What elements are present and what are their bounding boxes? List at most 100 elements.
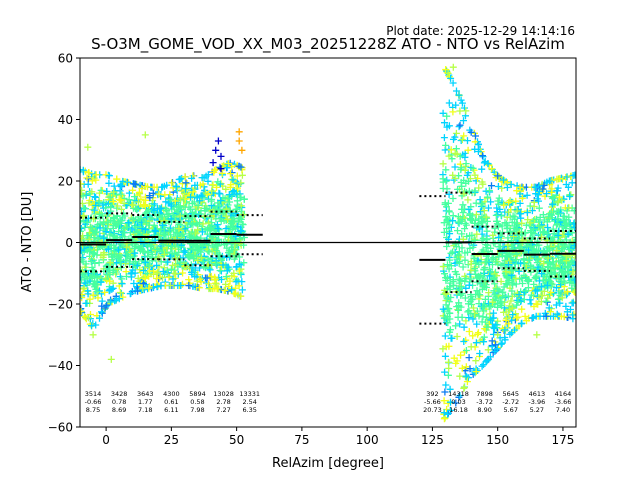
bin-stat-label: 8.90: [477, 406, 491, 414]
scatter-point: [84, 143, 92, 151]
scatter-point: [207, 197, 215, 205]
scatter-point: [90, 250, 97, 258]
scatter-point: [446, 286, 454, 293]
scatter-point: [460, 338, 468, 345]
scatter-point: [495, 253, 503, 261]
scatter-point: [457, 137, 465, 144]
scatter-point: [519, 280, 526, 287]
scatter-point: [439, 305, 447, 313]
scatter-point: [89, 280, 97, 288]
scatter-point: [179, 254, 187, 262]
scatter-point: [206, 284, 214, 292]
scatter-point: [462, 160, 470, 168]
scatter-point: [168, 179, 176, 187]
scatter-point: [130, 180, 138, 188]
bin-stat-label: -3.66: [555, 398, 572, 406]
scatter-point: [235, 137, 243, 145]
scatter-point: [445, 358, 452, 366]
scatter-point: [198, 192, 206, 200]
scatter-point: [134, 287, 141, 295]
scatter-point: [516, 190, 524, 198]
scatter-point: [210, 243, 218, 251]
scatter-point: [549, 312, 557, 320]
scatter-point: [200, 174, 208, 182]
scatter-point: [529, 225, 537, 233]
scatter-point: [441, 289, 449, 297]
scatter-point: [544, 263, 551, 271]
scatter-point: [225, 247, 233, 255]
scatter-point: [226, 183, 234, 191]
bin-stat-label: 5645: [502, 390, 519, 398]
scatter-point: [555, 257, 563, 265]
scatter-point: [106, 259, 114, 267]
scatter-point: [485, 204, 492, 212]
scatter-point: [502, 316, 510, 324]
scatter-point: [462, 107, 470, 115]
scatter-point: [198, 228, 206, 236]
scatter-point: [230, 273, 238, 280]
scatter-point: [80, 256, 86, 264]
scatter-point: [564, 183, 572, 191]
scatter-point: [442, 381, 450, 389]
scatter-point: [536, 213, 544, 221]
scatter-point: [523, 317, 530, 325]
scatter-point: [99, 201, 107, 209]
scatter-point: [111, 218, 119, 226]
scatter-point: [456, 121, 464, 129]
scatter-point: [480, 361, 487, 369]
scatter-point: [113, 259, 120, 267]
scatter-point: [104, 245, 112, 253]
scatter-point: [540, 229, 548, 237]
scatter-point: [191, 181, 199, 189]
scatter-point: [100, 233, 108, 241]
scatter-point: [441, 314, 449, 322]
scatter-point: [107, 355, 115, 363]
scatter-point: [196, 197, 204, 205]
scatter-point: [445, 364, 453, 372]
scatter-point: [505, 261, 512, 269]
scatter-point: [480, 338, 488, 346]
scatter-point: [151, 227, 159, 235]
scatter-point: [169, 275, 177, 283]
scatter-point: [180, 247, 188, 255]
scatter-point: [209, 181, 217, 189]
bin-stat-label: 13028: [213, 390, 234, 398]
scatter-point: [464, 196, 472, 204]
scatter-point: [556, 175, 564, 183]
scatter-point: [189, 264, 197, 272]
scatter-point: [533, 242, 541, 250]
scatter-point: [523, 191, 531, 199]
scatter-point: [540, 277, 548, 284]
scatter-point: [439, 345, 447, 353]
scatter-point: [452, 101, 460, 109]
scatter-point: [141, 131, 149, 139]
scatter-point: [513, 207, 521, 215]
scatter-point: [81, 223, 89, 231]
scatter-point: [142, 219, 150, 227]
scatter-point: [465, 177, 472, 185]
scatter-point: [443, 185, 451, 193]
bin-stat-label: 1.77: [138, 398, 152, 406]
scatter-point: [457, 283, 465, 291]
scatter-point: [93, 273, 101, 281]
scatter-point: [131, 193, 138, 201]
scatter-point: [96, 314, 103, 322]
scatter-point: [212, 260, 220, 268]
scatter-point: [444, 274, 451, 282]
scatter-point: [458, 215, 466, 223]
scatter-point: [140, 286, 148, 294]
y-tick-label: −60: [48, 421, 73, 435]
scatter-point: [447, 146, 455, 154]
scatter-point: [212, 146, 220, 154]
scatter-point: [193, 235, 201, 243]
scatter-point: [535, 294, 543, 301]
scatter-point: [452, 129, 460, 137]
scatter-point: [204, 256, 212, 263]
chart-title: S-O3M_GOME_VOD_XX_M03_20251228Z ATO - NT…: [91, 35, 565, 54]
scatter-point: [463, 378, 471, 386]
scatter-point: [184, 252, 192, 260]
scatter-point: [144, 248, 152, 256]
scatter-point: [472, 211, 480, 218]
scatter-point: [103, 188, 111, 195]
